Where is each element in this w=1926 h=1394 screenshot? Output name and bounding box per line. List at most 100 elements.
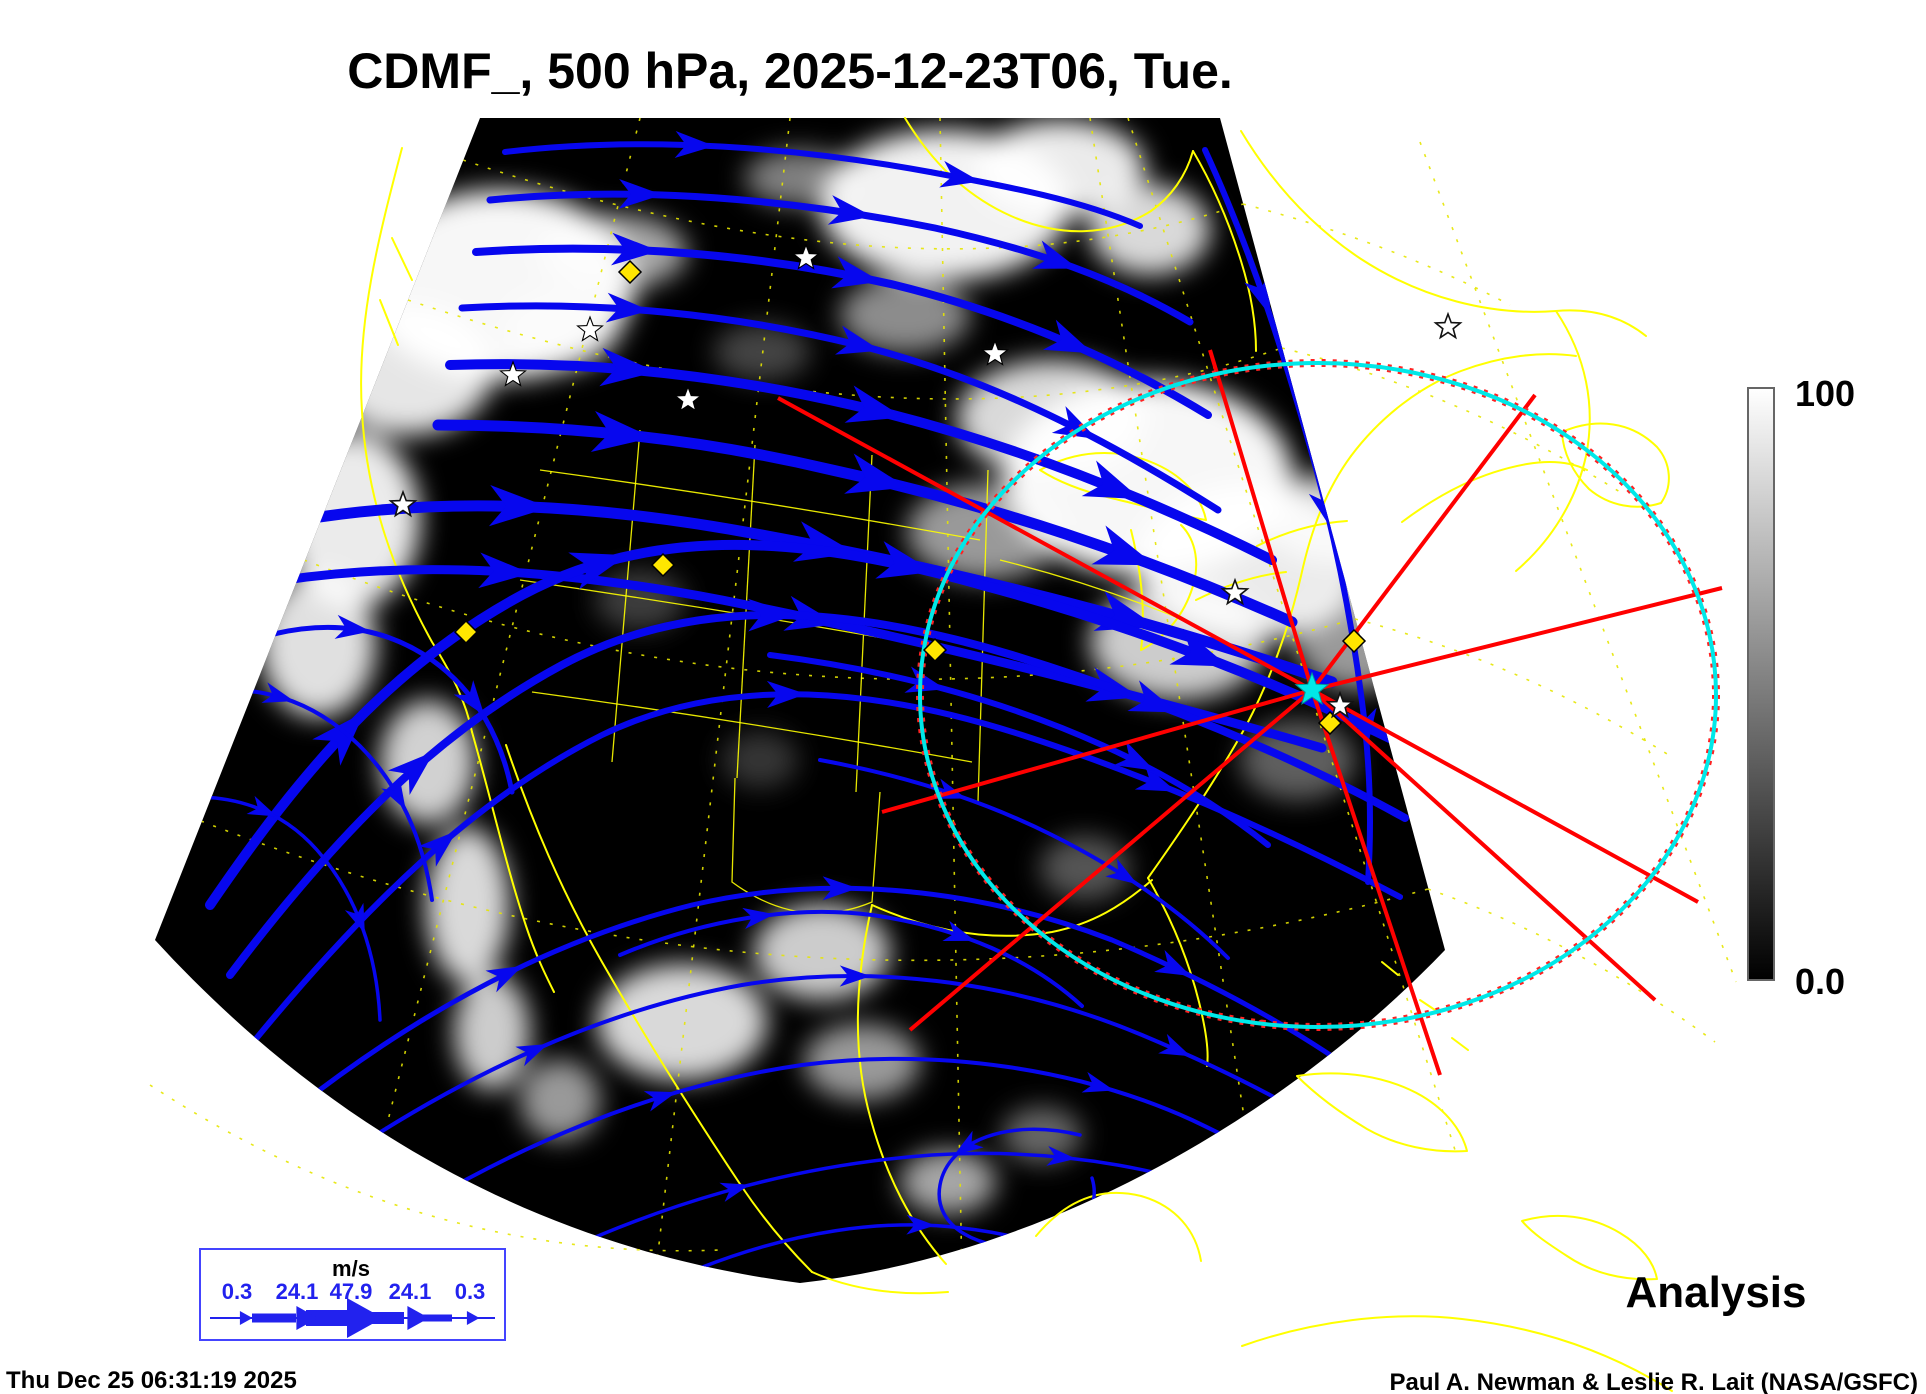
star-marker: [576, 315, 604, 342]
streamline: [249, 624, 515, 795]
cloud-blob: [1090, 185, 1210, 275]
diamond-marker: [617, 259, 643, 285]
coastline: [1521, 1214, 1658, 1281]
state-border: [611, 429, 641, 763]
streamline: [472, 244, 1212, 419]
streamline-arrowhead: [1134, 764, 1177, 792]
streamline-arrowhead: [590, 410, 653, 453]
range-ray: [881, 688, 1313, 814]
streamline-arrowhead: [1154, 950, 1192, 977]
streamline-arrowhead: [719, 1182, 750, 1202]
wind-speed-legend: m/s 0.3 24.1 47.9 24.1 0.3: [199, 1248, 506, 1341]
streamline-arrowhead: [334, 614, 371, 639]
streamline: [294, 500, 1338, 688]
streamline-arrowhead: [485, 965, 523, 993]
legend-arrow-glyph: [210, 1298, 495, 1338]
star-outline-marker: [1433, 311, 1463, 340]
cloud-blob: [597, 964, 767, 1080]
range-ray: [1208, 349, 1314, 691]
streamline-arrowhead: [643, 1091, 677, 1112]
graticule-line: [1242, 203, 1511, 306]
star-outline-marker: [1220, 577, 1250, 606]
star-outline-marker: [388, 489, 418, 518]
state-border: [977, 469, 989, 803]
graticule-line: [1281, 347, 1621, 493]
streamline-arrowhead: [939, 160, 981, 188]
coastline: [1296, 1072, 1468, 1153]
legend-tick-3: 24.1: [389, 1279, 432, 1304]
coastline: [379, 237, 413, 346]
range-ray: [908, 688, 1314, 1032]
streamline-arrowhead: [618, 178, 663, 209]
cloud-blob: [454, 974, 530, 1090]
streamline-arrowhead: [453, 680, 485, 716]
timestamp: Thu Dec 25 06:31:19 2025: [6, 1367, 297, 1394]
streamline: [502, 141, 1143, 229]
streamline-arrowhead: [344, 902, 365, 934]
state-border: [531, 691, 973, 763]
cloud-blob: [1040, 836, 1130, 900]
streamline: [158, 795, 382, 1022]
star-marker: [499, 360, 527, 387]
streamline-arrowhead: [515, 1043, 549, 1067]
streamline-arrowhead: [1113, 741, 1155, 771]
cloud-blob: [260, 573, 376, 717]
streamline-arrowhead: [387, 751, 435, 796]
coastline: [1192, 150, 1257, 352]
colorbar-max-label: 100: [1795, 373, 1855, 414]
streamline-arrowhead: [1032, 240, 1078, 269]
range-ray: [1311, 586, 1723, 692]
star-marker: [674, 385, 702, 412]
colorbar-min-label: 0.0: [1795, 961, 1845, 1002]
streamline: [297, 885, 1385, 1108]
map: [149, 117, 1737, 1392]
cloud-blob: [500, 290, 620, 370]
legend-arrowhead: [466, 1311, 480, 1325]
streamline-arrowhead: [839, 965, 871, 987]
graticule-line: [1354, 618, 1673, 758]
streamline-arrowhead: [312, 711, 365, 766]
streamline-arrowhead: [954, 1130, 984, 1156]
streamline-arrowhead: [1127, 680, 1178, 713]
coastline: [1241, 1315, 1673, 1392]
streamline-arrowhead: [844, 385, 904, 423]
coastline: [811, 1271, 949, 1295]
streamline-arrowhead: [904, 666, 946, 693]
star-outline-marker: [1325, 690, 1355, 719]
streamline: [432, 419, 1298, 628]
range-ray: [777, 396, 1313, 692]
streamline-arrowhead: [844, 453, 908, 494]
cloud-blob: [745, 150, 855, 206]
coastline: [1561, 422, 1670, 508]
coastline: [1035, 1191, 1202, 1262]
diamond-marker: [922, 637, 948, 663]
analysis-label: Analysis: [1626, 1268, 1807, 1317]
diamond-marker: [453, 619, 479, 645]
colorbar-gradient: [1747, 387, 1775, 981]
streamline: [618, 910, 1084, 1008]
streamline-arrowhead: [766, 680, 807, 708]
streamline: [445, 359, 1277, 565]
cloud-blob: [1002, 1107, 1082, 1163]
coastline: [360, 147, 473, 733]
range-ray: [1310, 689, 1442, 1076]
streamline-arrowhead: [418, 830, 457, 867]
diamond-marker: [1317, 710, 1343, 736]
graticule-line: [1419, 141, 1737, 983]
streamline-arrowhead: [822, 876, 858, 901]
streamline-arrowhead: [1051, 406, 1098, 440]
streamline-arrowhead: [906, 1214, 936, 1235]
legend-tick-0: 0.3: [222, 1279, 253, 1304]
legend-units-label: m/s: [332, 1256, 370, 1281]
streamline-arrowhead: [1105, 858, 1138, 885]
range-ring: [918, 361, 1718, 1029]
streamline: [818, 758, 1230, 960]
streamline: [767, 652, 1271, 848]
coastline: [1350, 353, 1577, 457]
streamline-arrowhead: [834, 325, 881, 355]
streamline-arrowhead: [742, 907, 775, 929]
streamline-arrowhead: [827, 195, 873, 225]
streamline-arrowhead: [1081, 1071, 1115, 1093]
